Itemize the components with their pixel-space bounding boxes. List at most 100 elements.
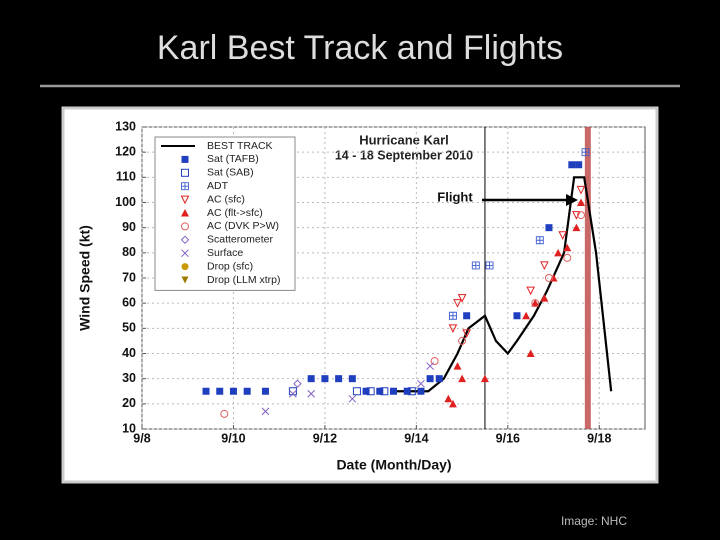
data-point bbox=[444, 394, 453, 403]
legend-symbol bbox=[181, 249, 189, 258]
data-point bbox=[448, 324, 458, 333]
data-point bbox=[554, 248, 563, 257]
legend-symbol bbox=[181, 155, 189, 163]
data-point bbox=[403, 387, 411, 395]
legend-symbol bbox=[180, 195, 190, 205]
x-tick-label: 9/14 bbox=[404, 431, 428, 445]
legend-label: Sat (TAFB) bbox=[207, 153, 259, 165]
data-point bbox=[352, 387, 361, 396]
data-point bbox=[335, 375, 343, 383]
data-point bbox=[293, 379, 302, 388]
data-point bbox=[576, 185, 586, 195]
data-point bbox=[321, 375, 329, 383]
data-point bbox=[572, 211, 581, 220]
data-point bbox=[457, 294, 467, 303]
y-tick-label: 40 bbox=[122, 346, 136, 360]
legend-label: Drop (sfc) bbox=[207, 260, 253, 272]
data-point bbox=[289, 389, 297, 398]
legend-symbol bbox=[181, 168, 189, 177]
data-point bbox=[366, 387, 375, 396]
data-point bbox=[480, 374, 489, 383]
data-point bbox=[471, 261, 480, 270]
caption: Image: NHC bbox=[561, 514, 627, 528]
data-point bbox=[229, 387, 237, 395]
data-point bbox=[243, 387, 251, 395]
x-axis-label: Date (Month/Day) bbox=[336, 457, 451, 473]
data-point bbox=[531, 299, 540, 308]
legend-label: Scatterometer bbox=[207, 234, 273, 246]
data-point bbox=[558, 231, 568, 240]
data-point bbox=[568, 161, 576, 169]
data-point bbox=[576, 198, 585, 206]
data-point bbox=[435, 375, 443, 383]
data-point bbox=[216, 387, 224, 395]
annotation-arrowhead bbox=[566, 194, 578, 206]
data-point bbox=[531, 299, 540, 307]
legend-box bbox=[154, 136, 296, 291]
legend-symbol bbox=[181, 209, 189, 217]
data-point bbox=[261, 407, 270, 416]
data-point bbox=[581, 148, 590, 157]
legend-label: Drop (LLM xtrp) bbox=[207, 274, 281, 286]
chart-subtitle: 14 - 18 September 2010 bbox=[335, 148, 473, 162]
y-tick-label: 60 bbox=[122, 295, 136, 309]
data-point bbox=[576, 211, 585, 220]
legend-label: AC (DVK P>W) bbox=[207, 220, 279, 232]
y-tick-label: 50 bbox=[122, 321, 136, 335]
x-tick-label: 9/8 bbox=[133, 431, 150, 445]
y-tick-label: 70 bbox=[122, 270, 136, 284]
data-point bbox=[348, 375, 356, 383]
data-point bbox=[261, 387, 269, 395]
data-point bbox=[563, 243, 572, 252]
data-point bbox=[545, 224, 553, 232]
data-point bbox=[430, 357, 439, 366]
data-point bbox=[535, 236, 544, 245]
y-tick-label: 120 bbox=[115, 144, 136, 158]
data-point bbox=[220, 409, 229, 418]
data-point bbox=[540, 261, 549, 271]
x-tick-label: 9/10 bbox=[221, 431, 245, 445]
data-point bbox=[526, 286, 535, 296]
best-track-line bbox=[391, 176, 613, 393]
data-point bbox=[572, 223, 581, 232]
data-point bbox=[307, 389, 316, 398]
y-axis-label: Wind Speed (kt) bbox=[77, 225, 93, 331]
x-tick-label: 9/16 bbox=[496, 431, 520, 445]
data-point bbox=[563, 253, 572, 262]
legend-symbol bbox=[181, 222, 189, 231]
legend-symbol bbox=[180, 235, 190, 245]
data-point bbox=[417, 379, 425, 388]
data-point bbox=[462, 329, 471, 338]
data-point bbox=[458, 374, 467, 383]
annotation: Flight bbox=[437, 189, 473, 204]
data-point bbox=[307, 375, 315, 383]
data-point bbox=[540, 294, 549, 302]
x-tick-label: 9/12 bbox=[313, 431, 337, 445]
legend-label: BEST TRACK bbox=[207, 140, 273, 152]
data-point bbox=[390, 387, 397, 395]
data-point bbox=[526, 349, 535, 357]
data-point bbox=[453, 299, 462, 308]
data-point bbox=[463, 312, 471, 320]
data-point bbox=[362, 387, 370, 395]
legend-label: ADT bbox=[207, 180, 229, 192]
legend-label: Sat (SAB) bbox=[207, 167, 254, 179]
y-tick-label: 80 bbox=[122, 245, 136, 259]
x-tick-label: 9/18 bbox=[587, 431, 611, 445]
legend-symbol bbox=[181, 263, 189, 271]
y-tick-label: 30 bbox=[122, 371, 136, 385]
y-tick-label: 20 bbox=[122, 396, 136, 410]
y-tick-label: 110 bbox=[116, 170, 136, 184]
data-point bbox=[380, 387, 389, 396]
data-point bbox=[376, 387, 384, 395]
legend-label: AC (sfc) bbox=[207, 193, 245, 205]
data-point bbox=[448, 399, 457, 408]
slide-title: Karl Best Track and Flights bbox=[157, 29, 563, 67]
data-point bbox=[544, 274, 553, 282]
data-point bbox=[458, 336, 467, 345]
y-tick-label: 130 bbox=[115, 119, 136, 133]
legend-symbol bbox=[181, 182, 189, 191]
y-tick-label: 100 bbox=[115, 195, 136, 209]
